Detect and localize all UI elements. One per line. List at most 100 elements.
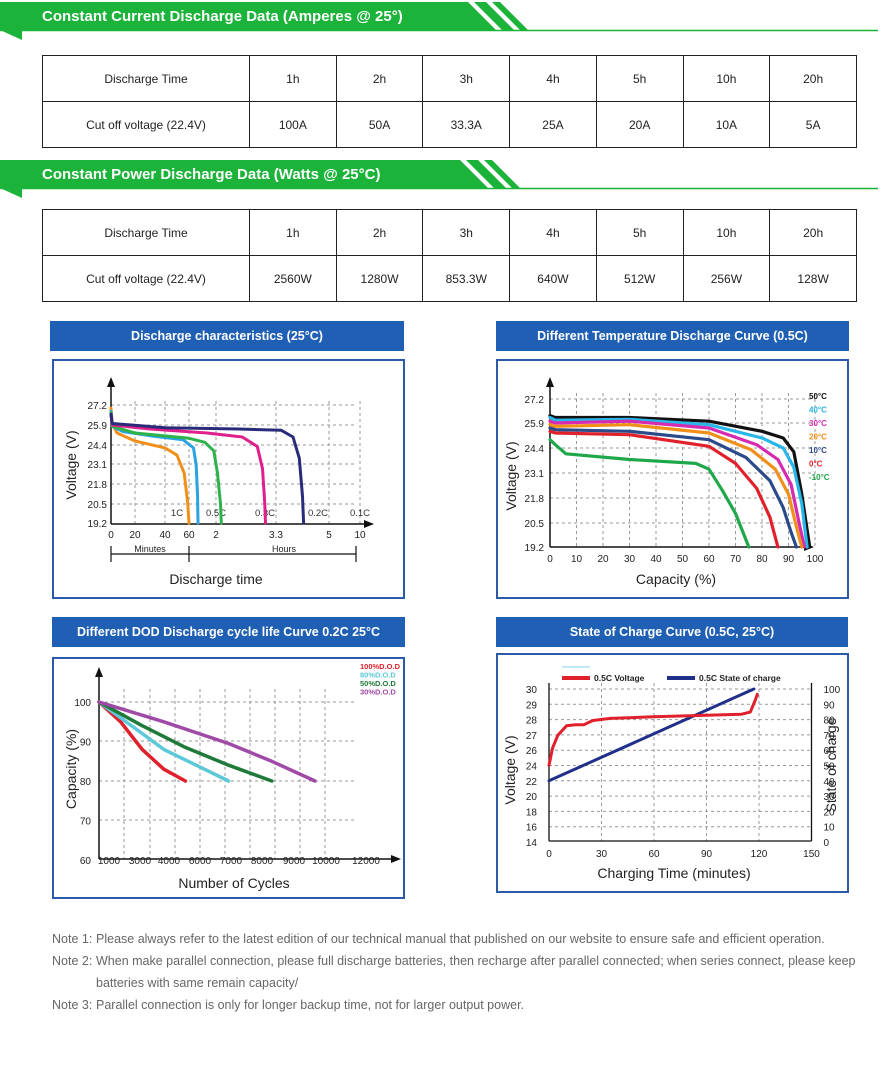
y2-tick-label: 0: [824, 838, 830, 849]
y-tick-label: 90: [80, 738, 92, 749]
x-tick-label: 30: [624, 554, 636, 565]
note-label: Note 2:: [52, 954, 93, 968]
x-tick-label: 10: [354, 530, 366, 541]
x-tick-label: 60: [703, 554, 715, 565]
y-axis-title: Voltage (V): [502, 735, 518, 804]
x-tick-label: 40: [159, 530, 171, 541]
y-tick-label: 30: [526, 685, 538, 696]
value-cell: 50A: [335, 101, 424, 148]
state-of-charge-plot: 3029282726242220181614100908070605040302…: [502, 666, 841, 881]
y-tick-label: 22: [526, 777, 538, 788]
series-line: [548, 415, 809, 549]
series-line: [97, 700, 274, 783]
header-label: Discharge Time: [42, 209, 250, 256]
y2-tick-label: 50: [824, 762, 836, 773]
dod-cycle-life-chart: Different DOD Discharge cycle life Curve…: [52, 617, 407, 899]
time-cell: 10h: [682, 55, 771, 102]
y-axis-title: Voltage (V): [63, 430, 79, 499]
note-text: Please always refer to the latest editio…: [96, 932, 825, 946]
y-tick-label: 80: [80, 777, 92, 788]
time-cell: 2h: [335, 209, 424, 256]
value-cell: 640W: [509, 255, 597, 302]
y-axis-arrow: [546, 377, 554, 387]
note-3: Note 3: Parallel connection is only for …: [52, 994, 864, 1016]
y-tick-label: 24.4: [88, 441, 108, 452]
y-tick-label: 18: [526, 807, 538, 818]
notes: Note 1: Please always refer to the lates…: [52, 928, 864, 1016]
series-line: [97, 700, 188, 783]
y-tick-label: 25.9: [525, 419, 545, 430]
x-tick-label: 0: [546, 849, 552, 860]
legend-entry: 0.5C Voltage: [594, 673, 645, 683]
x-axis-arrow: [364, 520, 374, 528]
y-tick-label: 19.2: [525, 543, 545, 554]
y-axis-title: Voltage (V): [503, 441, 519, 510]
y-tick-label: 21.8: [88, 480, 108, 491]
green-banner-shape: [0, 160, 878, 198]
chart-frame: 30 29 28 27 26 24 22 20 18 16 14 100 90 80 70 60 50 40 30 2…: [496, 653, 849, 893]
legend-entry: 0°C: [809, 460, 823, 469]
x-tick-label: 4000: [158, 856, 181, 867]
x-tick-label: 60: [183, 530, 195, 541]
y-tick-label: 24: [526, 762, 538, 773]
series-label: 1C: [171, 508, 183, 519]
x-tick-label: 20: [129, 530, 141, 541]
minutes-label: Minutes: [134, 544, 166, 554]
y-tick-label: 21.8: [525, 494, 545, 505]
time-cell: 5h: [595, 209, 684, 256]
time-cell: 10h: [682, 209, 771, 256]
y-tick-label: 14: [526, 838, 538, 849]
x-axis-title: Capacity (%): [636, 571, 716, 587]
note-label: Note 1:: [52, 932, 93, 946]
x-axis-arrow: [391, 855, 401, 863]
series-line: [548, 423, 804, 549]
value-cell: 5A: [769, 101, 857, 148]
series-line: [548, 413, 812, 549]
y-tick-label: 20.5: [525, 519, 545, 530]
soc-line: [547, 687, 756, 783]
current-section-title: Constant Current Discharge Data (Amperes…: [42, 8, 403, 25]
note-text: When make parallel connection, please fu…: [96, 954, 856, 990]
y-tick-label: 25.9: [88, 421, 108, 432]
time-cell: 1h: [249, 55, 337, 102]
y2-tick-label: 40: [824, 777, 836, 788]
series-label: 0.5C: [206, 508, 226, 519]
x-tick-label: 90: [701, 849, 713, 860]
table-row: Discharge Time 1h 2h 3h 4h 5h 10h 20h: [42, 209, 857, 256]
chart-title: State of Charge Curve (0.5C, 25°C): [496, 617, 848, 647]
y2-axis-title: State of charge: [823, 717, 839, 812]
y-tick-label: 16: [526, 823, 538, 834]
series-line: [109, 411, 223, 525]
x-tick-label: 6000: [189, 856, 212, 867]
value-cell: 25A: [509, 101, 597, 148]
y2-tick-label: 70: [824, 731, 836, 742]
x-tick-label: 60: [648, 849, 660, 860]
y-tick-label: 20: [526, 792, 538, 803]
power-discharge-table: Discharge Time 1h 2h 3h 4h 5h 10h 20h Cu…: [42, 209, 857, 302]
y-tick-label: 24.4: [525, 444, 545, 455]
series-line: [548, 438, 751, 549]
discharge-characteristics-chart: Discharge characteristics (25°C) 27.2 25.…: [50, 321, 405, 599]
series-line: [97, 700, 231, 783]
value-cell: 33.3A: [422, 101, 511, 148]
y2-tick-label: 10: [824, 823, 836, 834]
x-tick-label: 150: [803, 849, 820, 860]
y-tick-label: 28: [526, 716, 538, 727]
y-tick-label: 27.2: [525, 395, 545, 406]
x-tick-label: 1000: [98, 856, 121, 867]
table-row: Cut off voltage (22.4V) 2560W 1280W 853.…: [42, 255, 857, 302]
legend-entry: 100%D.O.D: [360, 662, 401, 671]
x-tick-label: 5: [326, 530, 332, 541]
note-1: Note 1: Please always refer to the lates…: [52, 928, 864, 950]
legend-entry: 50°C: [809, 392, 827, 401]
value-cell: 100A: [249, 101, 337, 148]
table-row: Cut off voltage (22.4V) 100A 50A 33.3A 2…: [42, 101, 857, 148]
legend-entry: 50%D.O.D: [360, 679, 396, 688]
y2-tick-label: 20: [824, 807, 836, 818]
x-tick-label: 30: [596, 849, 608, 860]
time-cell: 3h: [422, 55, 511, 102]
y-tick-label: 29: [526, 700, 538, 711]
x-tick-label: 2: [213, 530, 219, 541]
time-cell: 2h: [335, 55, 424, 102]
series-line: [109, 412, 306, 525]
